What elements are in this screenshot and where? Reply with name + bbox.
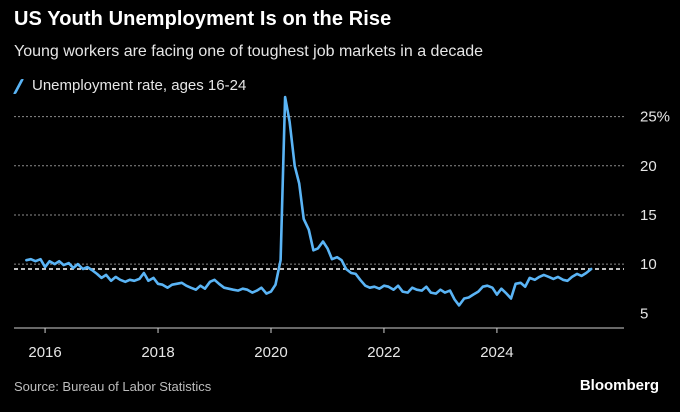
- y-tick-labels: 5 10 15 20 25%: [640, 109, 670, 323]
- x-tick-label: 2018: [141, 344, 174, 361]
- x-tick-label: 2022: [367, 344, 400, 361]
- x-tick-label: 2020: [254, 344, 287, 361]
- x-axis: 2016 2018 2020 2022 2024: [14, 327, 624, 361]
- y-tick-label: 15: [640, 207, 657, 224]
- bloomberg-logo: Bloomberg: [579, 377, 659, 394]
- y-tick-label: 25%: [640, 109, 670, 126]
- x-tick-label: 2024: [480, 344, 513, 361]
- y-tick-label: 10: [640, 256, 657, 273]
- series-layer: [25, 95, 593, 307]
- chart-subtitle: Young workers are facing one of toughest…: [14, 43, 484, 60]
- legend-label: Unemployment rate, ages 16-24: [32, 77, 247, 94]
- source-note: Source: Bureau of Labor Statistics: [14, 379, 212, 394]
- legend: Unemployment rate, ages 16-24: [14, 77, 246, 94]
- x-tick-label: 2016: [28, 344, 61, 361]
- chart-title: US Youth Unemployment Is on the Rise: [14, 8, 392, 30]
- grid-layer: [14, 116, 624, 265]
- y-tick-label: 5: [640, 305, 648, 322]
- y-tick-label: 20: [640, 158, 657, 175]
- series-line: [25, 95, 593, 307]
